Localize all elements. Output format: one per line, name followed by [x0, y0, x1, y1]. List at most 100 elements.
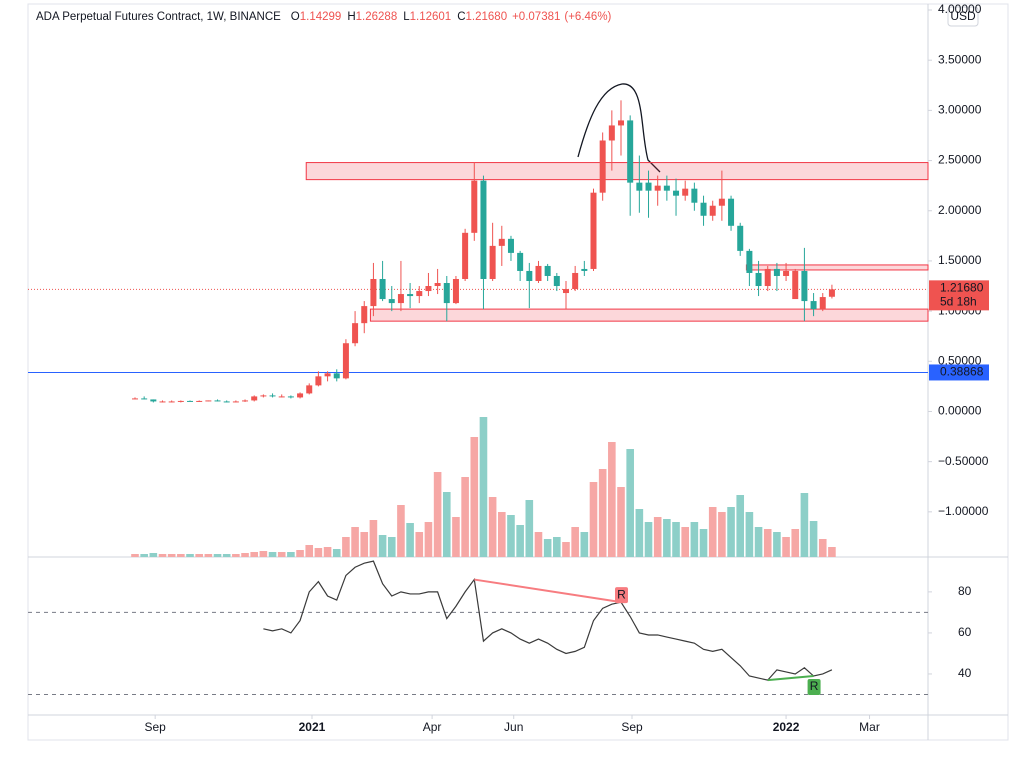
- zone: [305, 162, 929, 181]
- candle-body: [535, 265, 542, 281]
- header-item: ADA Perpetual Futures Contract, 1W, BINA…: [36, 11, 281, 23]
- volume-bar: [543, 539, 552, 557]
- header-item: H: [347, 11, 355, 23]
- divergence-label: R: [810, 679, 819, 693]
- candle-body: [471, 180, 478, 233]
- candle-body: [324, 373, 331, 377]
- volume-bar: [296, 550, 304, 557]
- volume-bar: [498, 512, 506, 557]
- candle-body: [828, 289, 835, 297]
- candle-body: [636, 182, 643, 191]
- candle-body: [260, 395, 267, 397]
- candle-body: [526, 270, 533, 281]
- candle-body: [196, 400, 203, 402]
- candle-body: [223, 401, 230, 403]
- candle-body: [205, 400, 212, 402]
- y-tick-label: 0.50000: [938, 353, 982, 367]
- candle-body: [507, 238, 514, 253]
- rsi-tick-label: 40: [958, 666, 972, 680]
- candle-body: [673, 190, 680, 196]
- y-tick-label: −1.00000: [938, 504, 989, 518]
- volume-bar: [791, 529, 800, 557]
- volume-bar: [268, 552, 277, 557]
- horizontal-line-label: 0.38868: [940, 365, 984, 379]
- candle-body: [783, 270, 790, 276]
- candle-body: [737, 225, 744, 251]
- volume-bar: [204, 554, 213, 557]
- candle-body: [746, 250, 753, 273]
- volume-bar: [232, 554, 240, 557]
- divergence-label: R: [617, 587, 626, 601]
- candle-body: [810, 301, 817, 310]
- candle-body: [618, 120, 625, 126]
- volume-bar: [571, 527, 579, 557]
- candle-body: [764, 268, 771, 287]
- volume-bar: [369, 520, 378, 557]
- candle-body: [599, 140, 606, 193]
- volume-bar: [644, 522, 653, 557]
- candle-body: [434, 283, 441, 287]
- x-tick-label: Mar: [859, 720, 880, 734]
- volume-bar: [562, 542, 570, 557]
- volume-bar: [406, 523, 414, 557]
- volume-bar: [442, 492, 451, 557]
- volume-bar: [479, 417, 488, 557]
- y-tick-label: 4.00000: [938, 2, 982, 16]
- volume-bar: [663, 519, 671, 557]
- volume-bar: [287, 552, 295, 557]
- volume-bar: [589, 482, 598, 557]
- candle-body: [407, 294, 414, 297]
- volume-bar: [167, 554, 176, 557]
- volume-bar: [305, 545, 314, 557]
- currency-button-label: USD: [950, 9, 976, 23]
- candle-body: [361, 306, 368, 324]
- volume-bar: [553, 537, 561, 557]
- volume-bar: [415, 532, 424, 557]
- candle-body: [425, 286, 432, 292]
- candle-body: [141, 398, 148, 400]
- volume-bar: [727, 507, 735, 557]
- divergence-line: [767, 675, 814, 682]
- candle-body: [755, 272, 762, 287]
- volume-bar: [213, 554, 222, 557]
- volume-bar: [470, 437, 479, 557]
- y-tick-label: 2.50000: [938, 153, 982, 167]
- rsi-line: [263, 560, 833, 681]
- volume-bar: [259, 551, 268, 557]
- candle-body: [517, 252, 524, 271]
- candle-body: [452, 278, 459, 304]
- volume-bar: [131, 554, 139, 557]
- countdown-label: 5d 18h: [940, 295, 977, 309]
- zone: [369, 308, 929, 322]
- volume-bar: [241, 553, 249, 557]
- volume-bar: [332, 549, 341, 557]
- candle-body: [287, 396, 294, 398]
- candle-body: [370, 278, 377, 307]
- candle-body: [608, 125, 615, 141]
- volume-bar: [745, 512, 754, 557]
- candle-body: [489, 245, 496, 279]
- volume-bar: [818, 539, 827, 557]
- header-item: C: [457, 11, 465, 23]
- candle-body: [691, 188, 698, 203]
- candle-body: [728, 198, 735, 226]
- y-tick-label: 2.00000: [938, 203, 982, 217]
- volume-bar: [598, 469, 607, 557]
- volume-bar: [323, 547, 332, 557]
- volume-bar: [754, 527, 763, 557]
- header-item: O: [291, 11, 300, 23]
- volume-bar: [690, 522, 699, 557]
- volume-bar: [763, 529, 772, 557]
- volume-bar: [516, 525, 524, 557]
- header-text: ADA Perpetual Futures Contract, 1W, BINA…: [36, 11, 612, 23]
- drawing-curve: [577, 83, 661, 173]
- candle-body: [562, 289, 569, 294]
- candle-body: [581, 268, 588, 271]
- volume-bar: [277, 552, 286, 557]
- candle-body: [352, 323, 359, 344]
- candle-body: [242, 400, 249, 402]
- volume-bar: [809, 521, 818, 557]
- volume-bar: [387, 537, 396, 557]
- candle-body: [132, 398, 138, 400]
